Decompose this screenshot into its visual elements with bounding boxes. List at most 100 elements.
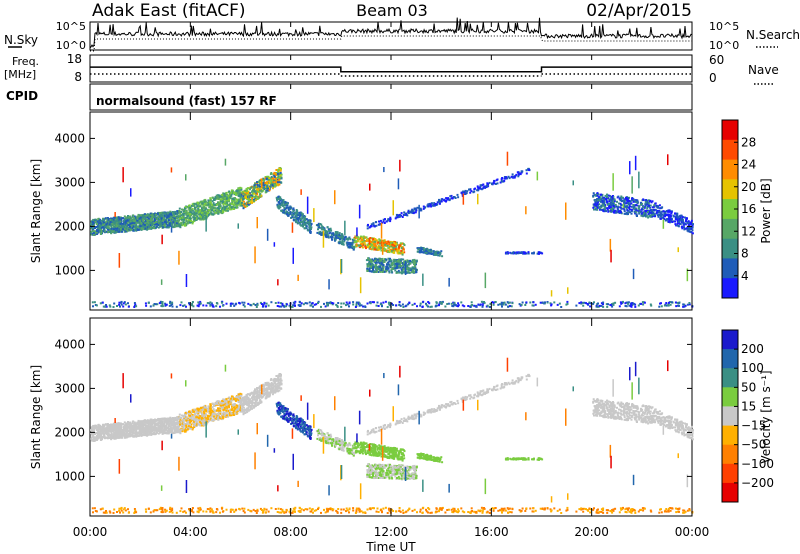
echo-cell xyxy=(107,230,110,233)
echo-cell xyxy=(242,207,245,210)
echo-cell xyxy=(636,215,638,217)
echo-cell xyxy=(269,173,272,176)
echo-cell xyxy=(644,203,647,206)
echo-cell xyxy=(612,202,614,205)
echo-cell xyxy=(353,247,356,249)
echo-cell xyxy=(228,206,231,209)
echo-cell xyxy=(222,192,225,195)
echo-cell xyxy=(400,261,402,264)
echo-cell xyxy=(251,192,254,195)
echo-cell xyxy=(282,209,285,212)
echo-cell xyxy=(379,264,382,267)
echo-cell xyxy=(225,208,228,211)
echo-cell xyxy=(342,302,345,305)
echo-cell xyxy=(669,218,672,221)
echo-cell xyxy=(390,302,393,305)
echo-cell xyxy=(600,302,603,305)
echo-cell xyxy=(125,230,128,233)
echo-cell xyxy=(316,224,319,227)
echo-cell xyxy=(379,268,381,270)
echo-cell xyxy=(115,222,117,225)
echo-cell xyxy=(596,203,599,205)
echo-cell xyxy=(479,184,482,187)
echo-cell xyxy=(413,207,416,210)
echo-cell xyxy=(191,302,194,305)
echo-cell xyxy=(395,304,398,307)
echo-cell xyxy=(386,306,389,308)
nsky-ytick-high: 10^5 xyxy=(56,20,86,33)
echo-cell xyxy=(598,203,601,206)
echo-cell xyxy=(624,202,627,205)
echo-cell xyxy=(487,183,490,186)
echo-cell xyxy=(389,258,392,261)
echo-cell xyxy=(665,210,668,212)
echo-cell xyxy=(356,244,359,247)
echo-cell xyxy=(266,175,269,178)
echo-cell xyxy=(483,301,486,304)
echo-cell xyxy=(381,271,384,273)
echo-cell xyxy=(682,303,685,306)
echo-cell xyxy=(653,205,655,208)
echo-cell xyxy=(145,221,148,224)
echo-cell xyxy=(435,301,438,304)
echo-cell xyxy=(293,211,296,214)
echo-cell xyxy=(350,243,353,246)
echo-cell xyxy=(250,201,253,204)
echo-cell xyxy=(148,214,151,217)
echo-cell xyxy=(284,201,287,204)
echo-cell xyxy=(304,215,307,218)
echo-cell xyxy=(137,220,140,223)
echo-cell xyxy=(388,251,391,254)
echo-cell xyxy=(374,266,377,269)
echo-cell xyxy=(656,209,659,212)
echo-cell xyxy=(97,222,100,225)
echo-cell xyxy=(301,221,304,223)
echo-cell xyxy=(362,238,365,241)
echo-cell xyxy=(276,203,279,206)
echo-cell xyxy=(203,199,206,202)
echo-cell xyxy=(162,219,165,222)
echo-cell xyxy=(323,227,326,230)
echo-cell xyxy=(132,214,135,217)
echo-cell xyxy=(631,197,633,200)
echo-cell xyxy=(321,225,324,228)
echo-cell xyxy=(674,212,676,215)
echo-cell xyxy=(149,221,152,224)
echo-cell xyxy=(682,305,685,308)
echo-cell xyxy=(235,206,238,209)
echo-cell xyxy=(175,222,178,225)
echo-cell xyxy=(541,301,544,304)
echo-cell xyxy=(202,213,205,216)
echo-cell xyxy=(121,230,123,233)
echo-cell xyxy=(121,225,124,228)
echo-cell xyxy=(255,189,258,192)
echo-cell xyxy=(293,213,296,216)
echo-cell xyxy=(247,203,250,206)
echo-cell xyxy=(412,269,414,272)
echo-cell xyxy=(349,245,352,248)
echo-cell xyxy=(142,216,145,219)
echo-cell xyxy=(594,208,597,211)
echo-cell xyxy=(115,230,118,233)
echo-cell xyxy=(378,248,380,251)
echo-cell xyxy=(294,300,297,303)
echo-cell xyxy=(394,248,397,251)
echo-cell xyxy=(380,261,383,264)
echo-cell xyxy=(385,266,388,268)
echo-cell xyxy=(638,212,641,215)
echo-cell xyxy=(124,223,127,226)
echo-cell xyxy=(145,225,148,228)
echo-cell xyxy=(677,225,680,228)
echo-cell xyxy=(681,217,684,220)
echo-cell xyxy=(146,214,149,217)
echo-cell xyxy=(369,259,372,261)
echo-cell xyxy=(368,226,371,229)
echo-cell xyxy=(140,221,143,224)
echo-cell xyxy=(668,220,670,223)
echo-cell xyxy=(612,201,615,204)
echo-cell xyxy=(388,250,391,252)
echo-cell xyxy=(617,209,620,211)
echo-cell xyxy=(628,206,631,209)
echo-cell xyxy=(596,206,599,209)
echo-cell xyxy=(248,202,251,205)
